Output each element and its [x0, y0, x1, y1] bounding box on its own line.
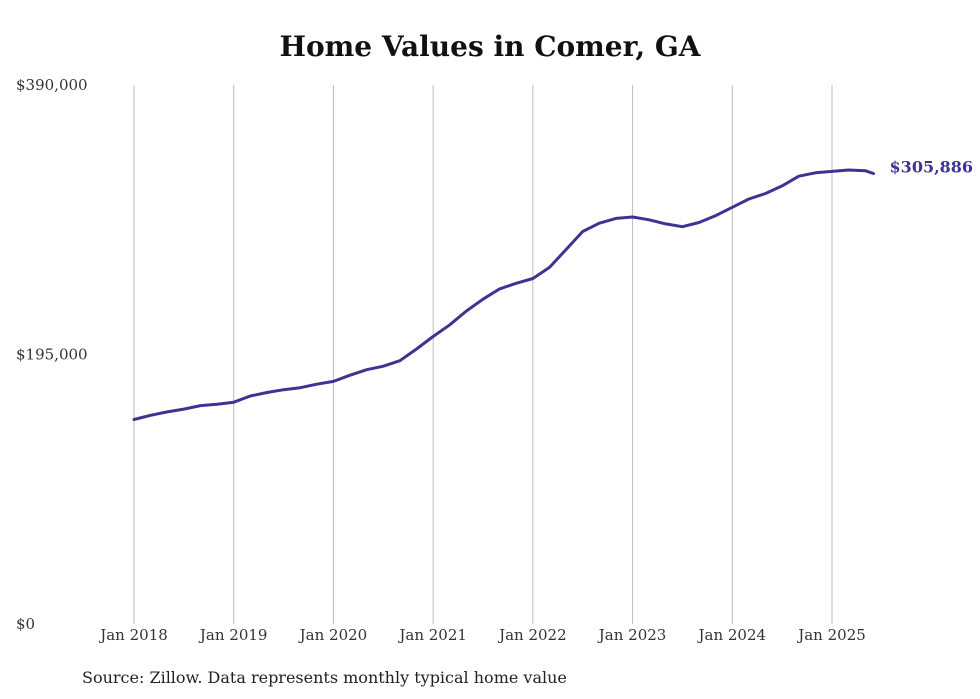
- x-tick-label: Jan 2024: [697, 626, 767, 644]
- source-note: Source: Zillow. Data represents monthly …: [82, 668, 567, 687]
- x-tick-label: Jan 2025: [796, 626, 866, 644]
- y-tick-label: $0: [16, 615, 35, 633]
- x-tick-label: Jan 2021: [397, 626, 467, 644]
- x-tick-label: Jan 2020: [298, 626, 368, 644]
- y-tick-label: $390,000: [16, 76, 88, 94]
- series-line: [132, 168, 875, 421]
- end-value-label: $305,886: [890, 157, 974, 176]
- x-tick-label: Jan 2022: [497, 626, 567, 644]
- x-tick-label: Jan 2023: [597, 626, 667, 644]
- x-tick-label: Jan 2019: [198, 626, 268, 644]
- chart-title: Home Values in Comer, GA: [279, 30, 701, 63]
- y-tick-label: $195,000: [16, 346, 88, 364]
- x-tick-label: Jan 2018: [98, 626, 168, 644]
